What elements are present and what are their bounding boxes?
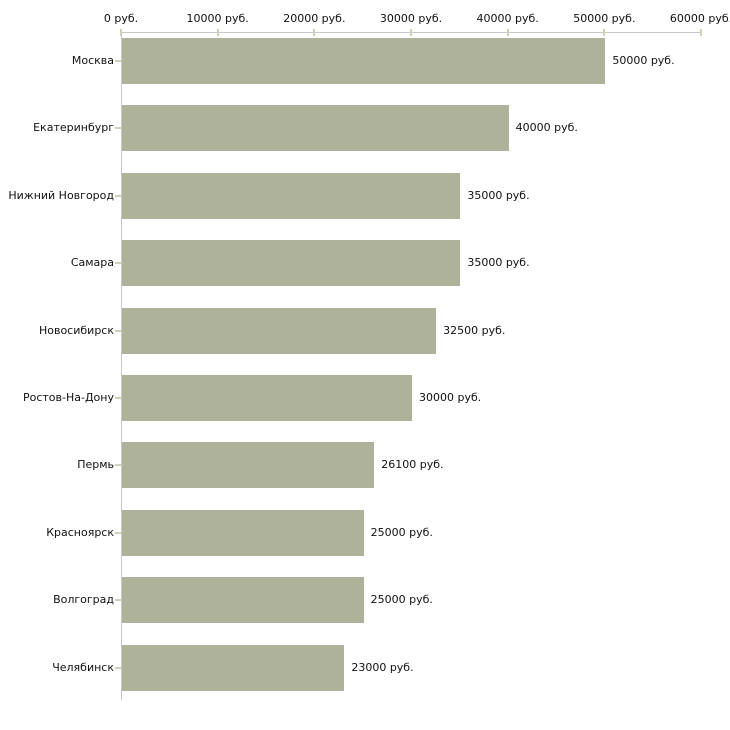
category-tick [115,194,121,197]
category-label: Нижний Новгород [8,188,114,202]
category-tick [115,329,121,332]
x-axis-tick [506,29,509,36]
x-axis-tick [700,29,702,36]
x-axis-tick [603,29,606,36]
bar-row: Волгоград 25000 руб. [0,577,730,624]
x-axis-tick [313,29,316,36]
bar-row: Самара 35000 руб. [0,240,730,287]
value-label: 25000 руб. [370,525,433,539]
category-tick [115,599,121,602]
x-axis-tick [410,29,412,36]
value-label: 30000 руб. [419,391,482,404]
category-label: Ростов-На-Дону [22,391,114,404]
category-tick [115,127,121,130]
value-label: 35000 руб. [467,188,530,202]
x-axis-tick-label: 20000 руб. [283,12,346,25]
bar [122,442,375,489]
bar [122,38,606,84]
bar-row: Москва 50000 руб. [0,38,730,84]
bar [122,240,461,287]
x-axis-tick [120,29,122,36]
value-label: 35000 руб. [467,256,530,270]
value-label: 50000 руб. [612,54,675,67]
category-label: Красноярск [46,525,114,539]
category-tick [115,60,121,62]
bar-row: Екатеринбург 40000 руб. [0,105,730,152]
bar [122,307,437,354]
bar-row: Ростов-На-Дону 30000 руб. [0,375,730,421]
bar [122,105,509,152]
bar-row: Нижний Новгород 35000 руб. [0,172,730,219]
value-label: 40000 руб. [515,121,578,135]
bar-row: Пермь 26100 руб. [0,442,730,489]
bar [122,577,364,624]
bar [122,644,345,691]
bar-row: Красноярск 25000 руб. [0,509,730,556]
value-label: 26100 руб. [381,458,444,472]
category-tick [115,397,121,399]
y-axis-line [121,32,122,700]
category-label: Екатеринбург [33,121,114,135]
category-label: Пермь [77,458,114,472]
x-axis-tick-label: 50000 руб. [573,12,636,25]
x-axis-tick-label: 0 руб. [103,12,139,25]
category-tick [115,464,121,467]
category-label: Москва [71,54,114,67]
category-label: Самара [70,256,114,270]
category-label: Челябинск [52,660,114,674]
category-tick [115,666,121,669]
category-label: Новосибирск [38,323,114,337]
value-label: 23000 руб. [351,660,414,674]
x-axis-tick-label: 30000 руб. [379,12,443,25]
bar-row: Новосибирск 32500 руб. [0,307,730,354]
value-label: 25000 руб. [370,593,433,607]
bar [122,172,461,219]
bar-row: Челябинск 23000 руб. [0,644,730,691]
bar [122,509,364,556]
bar [122,375,412,421]
x-axis-tick-label: 10000 руб. [186,12,249,25]
x-axis-tick-label: 40000 руб. [476,12,539,25]
category-tick [115,262,121,265]
category-tick [115,531,121,534]
value-label: 32500 руб. [443,323,506,337]
category-label: Волгоград [53,593,114,607]
x-axis-tick [216,29,219,36]
x-axis-tick-label: 60000 руб. [669,12,730,25]
